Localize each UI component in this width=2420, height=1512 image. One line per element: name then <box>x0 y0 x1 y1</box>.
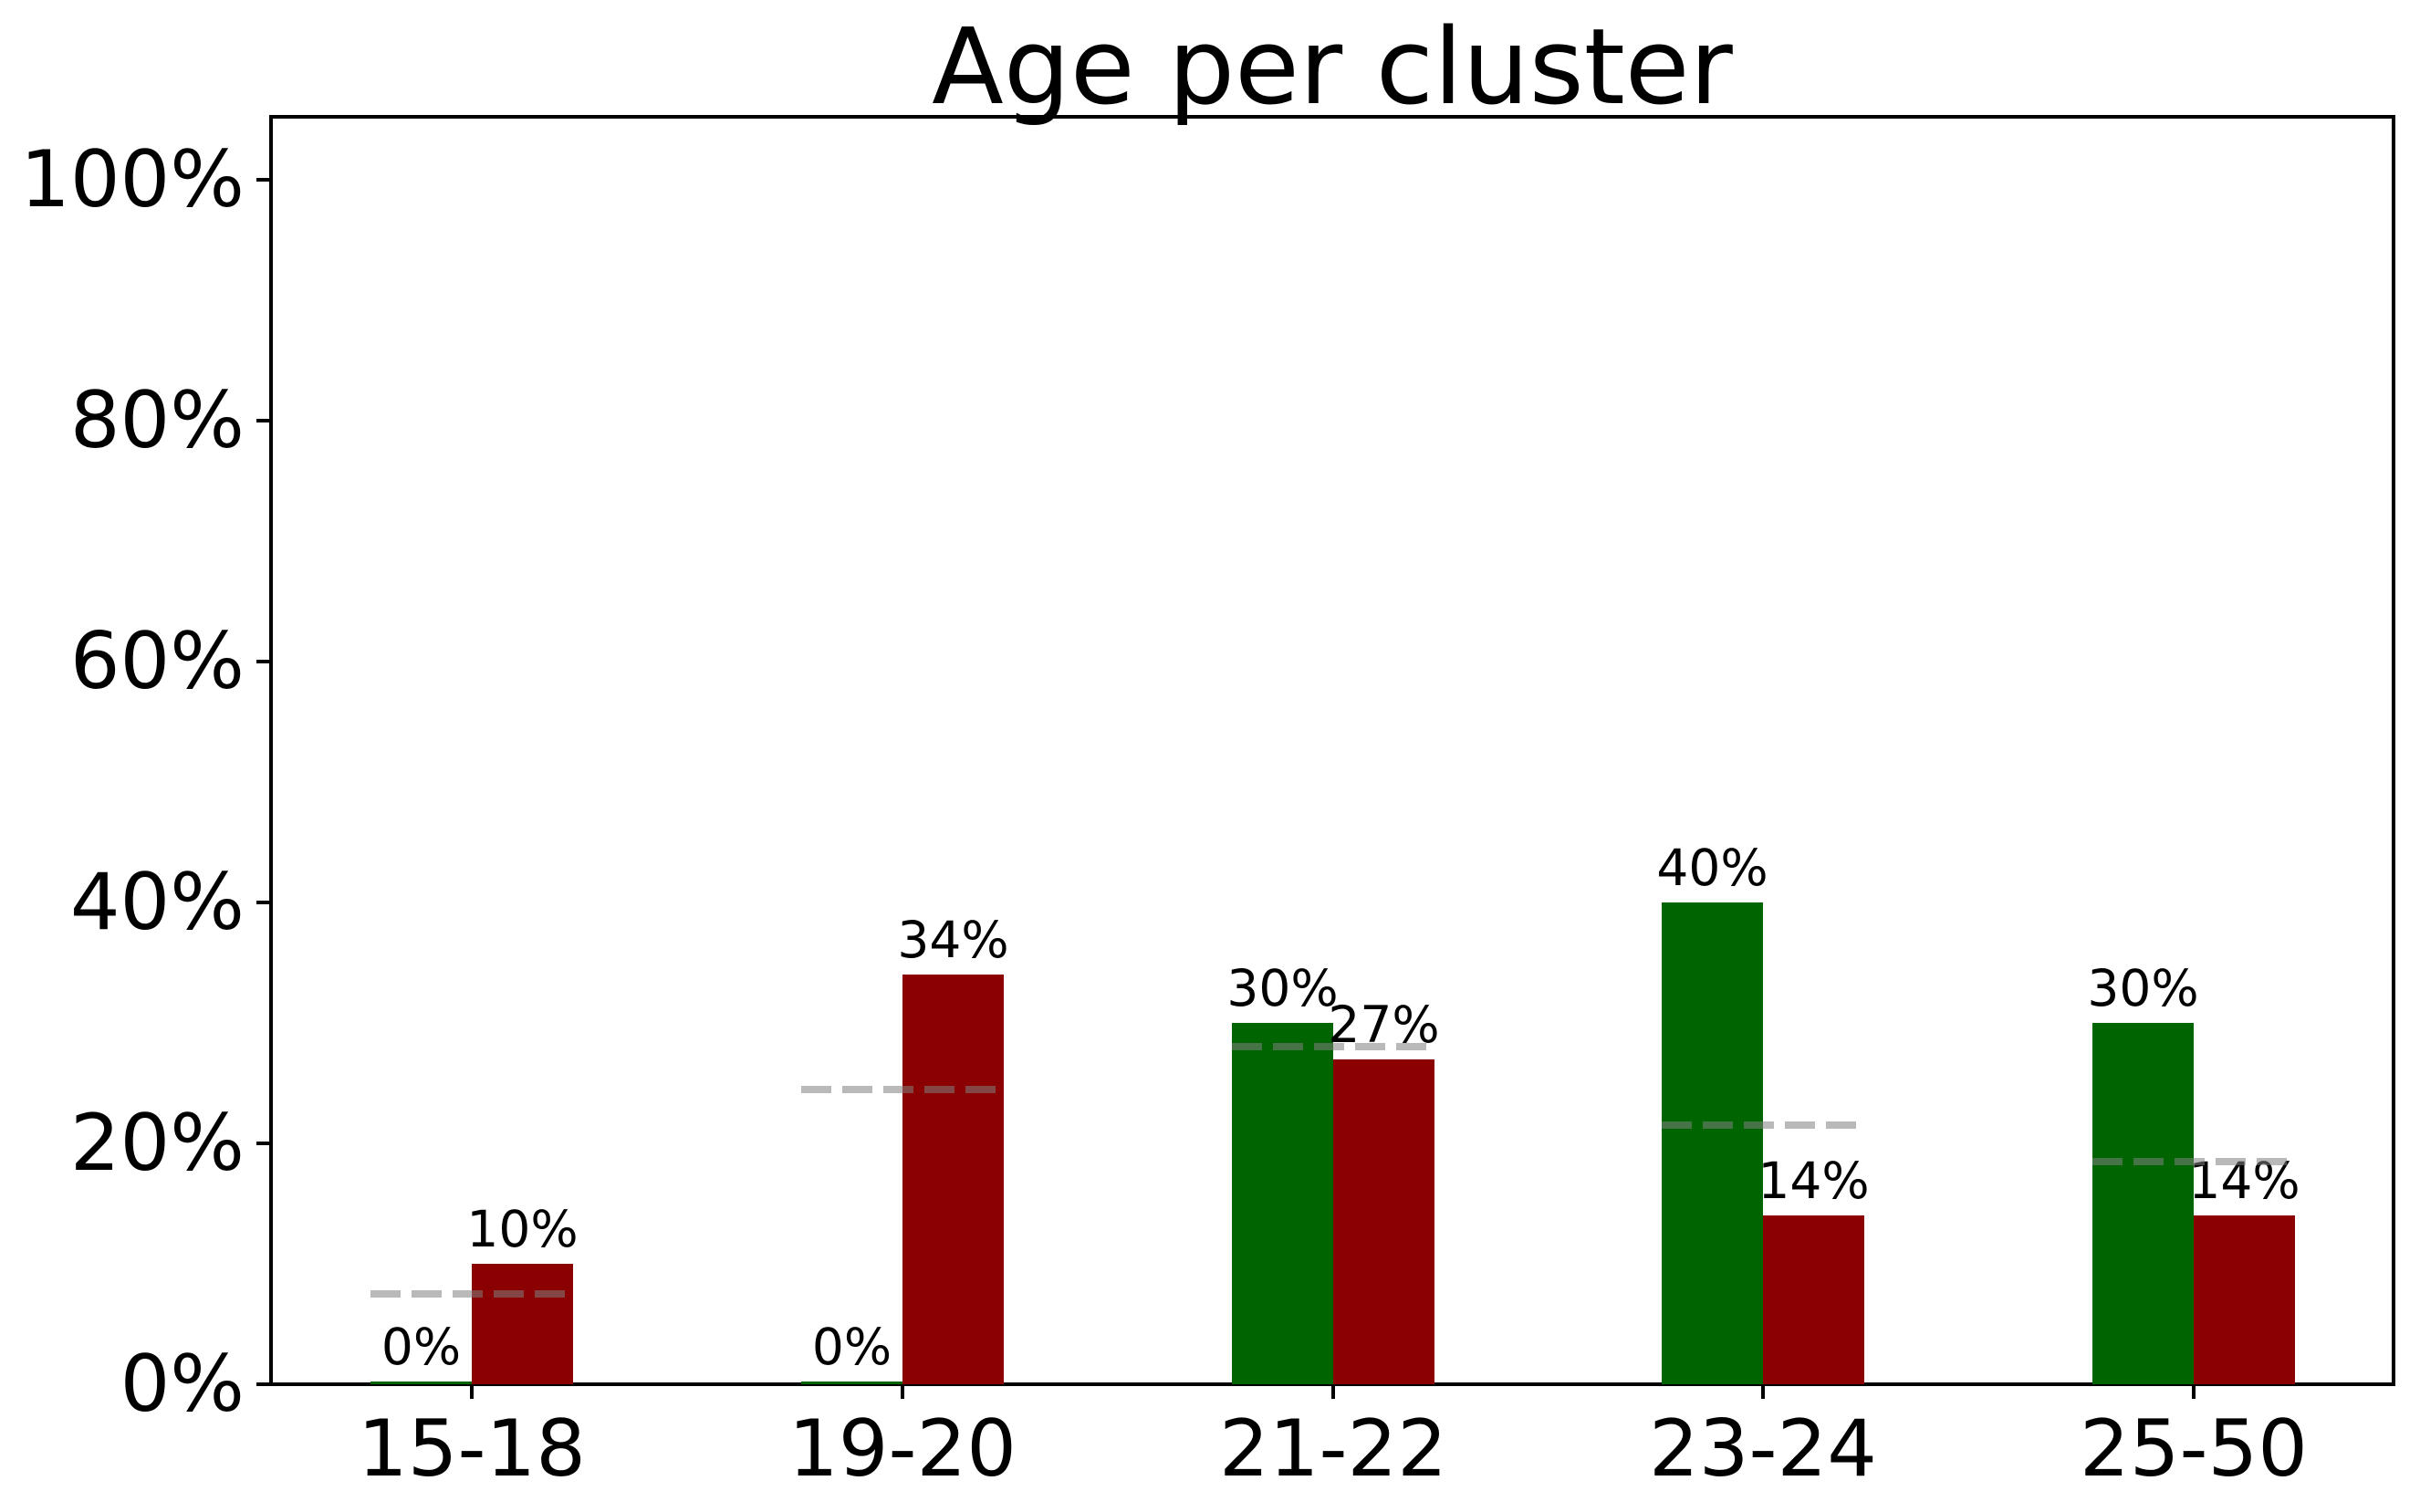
chart-title: Age per cluster <box>932 6 1733 129</box>
x-axis-tick <box>1331 1384 1335 1399</box>
bar-cluster-green <box>2092 1023 2194 1384</box>
y-axis-tick <box>256 419 271 422</box>
y-axis-tick-label: 0% <box>120 1339 245 1430</box>
bar-value-label: 14% <box>1758 1152 1870 1211</box>
y-axis-tick-label: 100% <box>20 134 245 225</box>
bar-cluster-dark-red <box>1333 1058 1434 1384</box>
bar-value-label: 10% <box>466 1200 579 1258</box>
y-axis-tick-label: 80% <box>69 375 245 466</box>
y-axis-tick <box>256 1142 271 1145</box>
bar-value-label: 34% <box>897 911 1009 970</box>
reference-dashed-line <box>370 1290 573 1298</box>
bar-cluster-green <box>801 1382 902 1384</box>
reference-dashed-line <box>2092 1157 2295 1165</box>
y-axis-tick-label: 40% <box>69 857 245 948</box>
x-axis-tick-label: 19-20 <box>788 1403 1017 1495</box>
x-axis-tick-label: 25-50 <box>2080 1403 2308 1495</box>
y-axis-tick <box>256 901 271 904</box>
bar-cluster-green <box>370 1382 472 1384</box>
x-axis-tick-label: 15-18 <box>358 1403 586 1495</box>
x-axis-tick-label: 21-22 <box>1219 1403 1447 1495</box>
y-axis-tick <box>256 660 271 663</box>
bar-cluster-dark-red <box>902 975 1004 1384</box>
reference-dashed-line <box>1662 1121 1864 1130</box>
bar-cluster-dark-red <box>2194 1215 2295 1384</box>
bar-value-label: 30% <box>2087 959 2199 1017</box>
x-axis-tick <box>470 1384 474 1399</box>
bar-value-label: 40% <box>1656 839 1768 897</box>
bar-cluster-dark-red <box>472 1264 573 1384</box>
x-axis-tick <box>1761 1384 1765 1399</box>
bar-value-label: 30% <box>1226 959 1339 1017</box>
bar-cluster-green <box>1232 1023 1333 1384</box>
reference-dashed-line <box>801 1085 1004 1093</box>
bar-value-label: 0% <box>381 1318 462 1376</box>
x-axis-tick <box>2192 1384 2196 1399</box>
y-axis-tick-label: 60% <box>69 616 245 707</box>
bar-value-label: 27% <box>1328 995 1440 1054</box>
bar-cluster-dark-red <box>1763 1215 1864 1384</box>
y-axis-tick-label: 20% <box>69 1098 245 1189</box>
x-axis-tick-label: 23-24 <box>1649 1403 1877 1495</box>
bar-value-label: 0% <box>811 1318 892 1376</box>
y-axis-tick <box>256 1382 271 1386</box>
reference-dashed-line <box>1232 1043 1434 1051</box>
bar-cluster-green <box>1662 902 1763 1384</box>
x-axis-tick <box>901 1384 904 1399</box>
y-axis-tick <box>256 178 271 182</box>
